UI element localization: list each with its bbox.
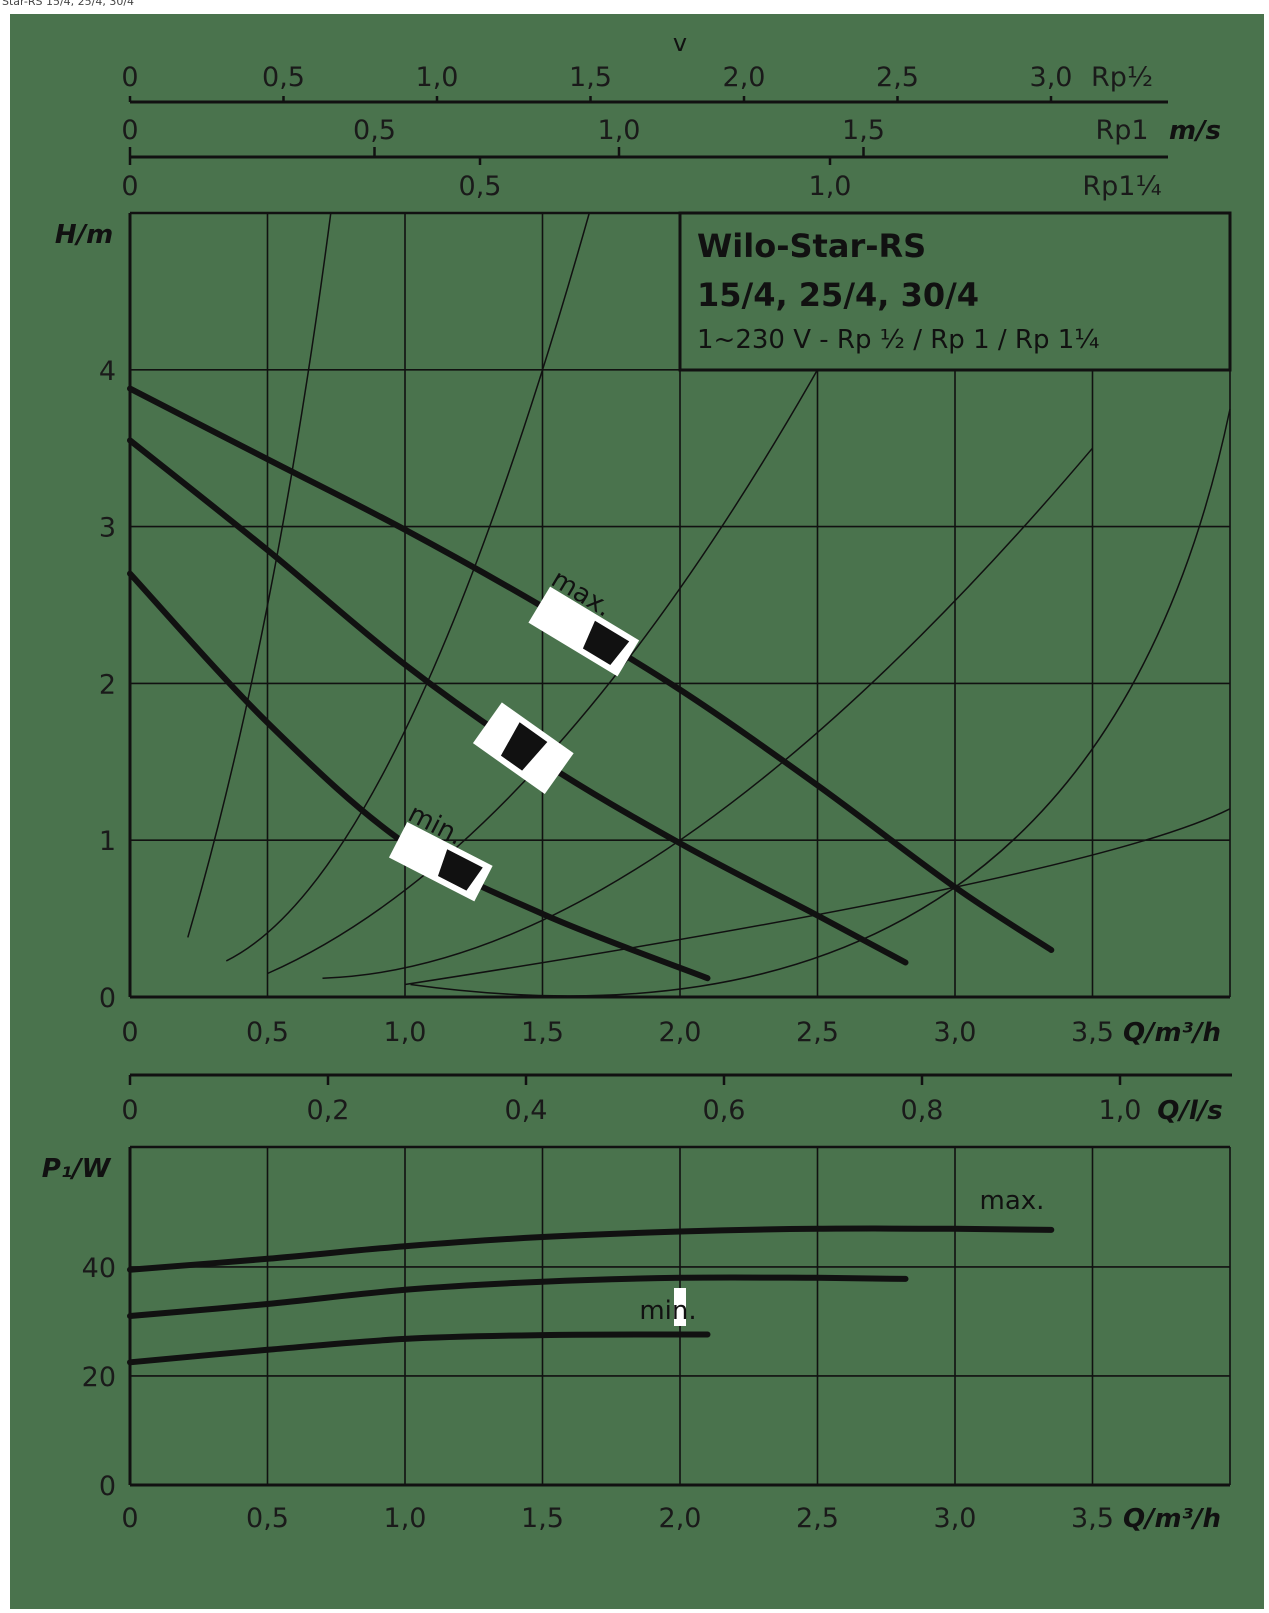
power-label-min: min. [639, 1296, 696, 1326]
flow-ls-tick-label: 0,8 [901, 1095, 944, 1126]
head-x-tick-label: 3,5 [1071, 1017, 1114, 1048]
power-y-tick-label: 40 [82, 1253, 116, 1284]
power-label-max: max. [980, 1186, 1045, 1216]
velocity-tick-label: 1,5 [842, 115, 885, 146]
head-x-tick-label: 0 [121, 1017, 138, 1048]
velocity-tick-label: 0,5 [459, 171, 502, 202]
velocity-tick-label: 0 [121, 171, 138, 202]
head-x-tick-label: 2,5 [796, 1017, 839, 1048]
power-x-tick-label: 1,5 [521, 1503, 564, 1534]
velocity-tick-label: 2,5 [876, 62, 919, 93]
head-x-axis-label: Q/m³/h [1123, 1018, 1221, 1048]
flow-ls-tick-label: 0,2 [307, 1095, 350, 1126]
legend-title: Wilo-Star-RS [697, 227, 926, 265]
power-y-axis-label: P₁/W [42, 1154, 112, 1184]
velocity-tick-label: 0,5 [262, 62, 305, 93]
power-curve-min [127, 1331, 711, 1366]
velocity-tick-label: 0 [121, 115, 138, 146]
velocity-tick-label: 0,5 [353, 115, 396, 146]
legend-spec: 1~230 V - Rp ½ / Rp 1 / Rp 1¼ [697, 325, 1099, 355]
head-y-tick-label: 3 [99, 513, 116, 544]
figure-caption: Star-RS 15/4, 25/4, 30/4 [2, 0, 135, 8]
head-x-tick-label: 1,0 [384, 1017, 427, 1048]
head-x-tick-label: 3,0 [934, 1017, 977, 1048]
power-y-tick-label: 0 [99, 1471, 116, 1502]
legend-models: 15/4, 25/4, 30/4 [697, 276, 979, 314]
velocity-tick-label: 2,0 [723, 62, 766, 93]
system-curve [225, 212, 591, 962]
power-curve-max [127, 1225, 1055, 1273]
flow-ls-tick-label: 1,0 [1099, 1095, 1142, 1126]
power-x-tick-label: 2,5 [796, 1503, 839, 1534]
power-x-tick-label: 3,0 [934, 1503, 977, 1534]
power-x-tick-label: 0 [121, 1503, 138, 1534]
power-curve-mid [127, 1274, 909, 1319]
flow-ls-tick-label: 0,6 [703, 1095, 746, 1126]
velocity-tick-label: 3,0 [1030, 62, 1073, 93]
head-x-tick-label: 1,5 [521, 1017, 564, 1048]
power-x-tick-label: 3,5 [1071, 1503, 1114, 1534]
power-x-tick-label: 0,5 [246, 1503, 289, 1534]
speed-tag-icon [500, 722, 548, 771]
flow-ls-axis-label: Q/l/s [1157, 1096, 1222, 1126]
pump-curve-panel: v 0 0,5 1,0 1,5 2,0 2,5 3,0 Rp½ 0 0,5 1,0 1,5 Rp1 0 0,5… [10, 14, 1264, 1609]
system-curve [187, 212, 332, 938]
power-min-tag [674, 1288, 686, 1326]
legend-box [678, 211, 1232, 372]
velocity-scales: v 0 0,5 1,0 1,5 2,0 2,5 3,0 Rp½ 0 0,5 1,0 1,5 Rp1 0 0,5… [121, 29, 1221, 202]
flow-ls-scale: 0 0,2 0,4 0,6 0,8 1,0 Q/l/s [121, 1073, 1232, 1126]
power-y-tick-label: 20 [82, 1362, 116, 1393]
velocity-unit-label: m/s [1169, 116, 1221, 146]
velocity-tick-label: 1,5 [569, 62, 612, 93]
pump-curve-chart: v 0 0,5 1,0 1,5 2,0 2,5 3,0 Rp½ 0 0,5 1,0 1,5 Rp1 0 0,5… [10, 14, 1264, 1609]
flow-ls-tick-label: 0 [121, 1095, 138, 1126]
speed-tag-mid [472, 702, 574, 795]
head-y-tick-label: 2 [99, 669, 116, 700]
velocity-label: v [673, 29, 687, 57]
head-y-tick-label: 0 [99, 983, 116, 1014]
power-x-tick-label: 2,0 [659, 1503, 702, 1534]
speed-tag-min: min. [388, 799, 493, 902]
head-y-tick-label: 4 [99, 356, 116, 387]
head-x-tick-label: 2,0 [659, 1017, 702, 1048]
velocity-scale-name: Rp½ [1091, 62, 1153, 93]
head-x-tick-label: 0,5 [246, 1017, 289, 1048]
flow-ls-tick-label: 0,4 [505, 1095, 548, 1126]
velocity-scale-name: Rp1¼ [1082, 171, 1161, 202]
power-x-axis-label: Q/m³/h [1123, 1504, 1221, 1534]
velocity-tick-label: 1,0 [598, 115, 641, 146]
velocity-scale-name: Rp1 [1095, 115, 1148, 146]
velocity-tick-label: 0 [121, 62, 138, 93]
head-y-tick-label: 1 [99, 826, 116, 857]
head-y-axis-label: H/m [55, 220, 113, 250]
speed-tag-icon [437, 849, 483, 891]
velocity-tick-label: 1,0 [809, 171, 852, 202]
speed-tag-icon [582, 620, 630, 666]
power-x-tick-label: 1,0 [384, 1503, 427, 1534]
power-chart: max. min. 0 0,5 1,0 1,5 2,0 2,5 3,0 3,5 0 20 40 Q/m³/… [42, 1145, 1231, 1534]
velocity-tick-label: 1,0 [416, 62, 459, 93]
